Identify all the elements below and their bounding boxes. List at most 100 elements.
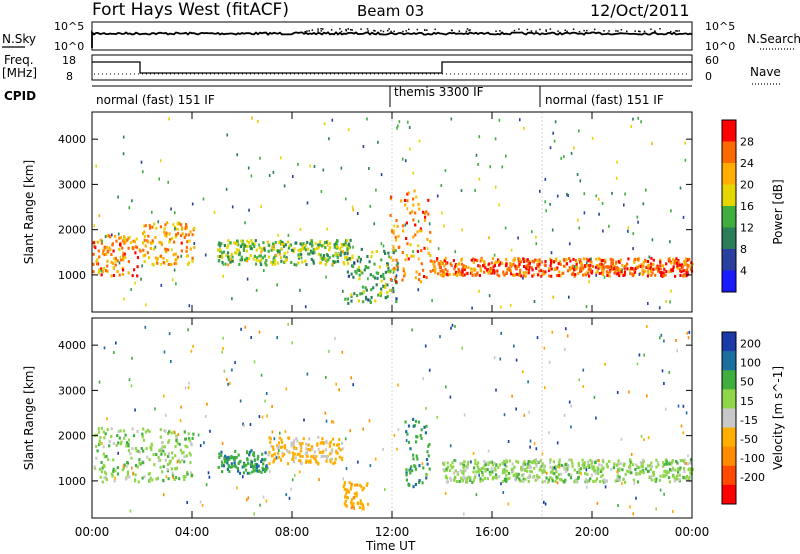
heatmap-scatter-cell: [551, 330, 554, 334]
heatmap-cell: [332, 443, 335, 447]
heatmap-scatter-cell: [222, 347, 224, 351]
heatmap-scatter-cell: [687, 336, 690, 340]
heatmap-scatter-cell: [298, 470, 301, 474]
heatmap-cell: [622, 274, 625, 277]
heatmap-cell: [254, 462, 257, 466]
heatmap-cell: [558, 462, 561, 466]
heatmap-cell: [414, 233, 417, 237]
heatmap-cell: [281, 440, 284, 444]
heatmap-cell: [218, 259, 221, 262]
colorbar-tick-label: 12: [740, 222, 754, 235]
heatmap-cell: [230, 462, 233, 466]
heatmap-cell: [287, 246, 290, 250]
heatmap-cell: [621, 468, 624, 472]
heatmap-cell: [103, 470, 107, 474]
heatmap-cell: [357, 299, 360, 303]
heatmap-cell: [657, 267, 660, 271]
heatmap-cell: [163, 227, 166, 231]
heatmap-cell: [259, 254, 262, 258]
heatmap-cell: [222, 250, 225, 254]
heatmap-cell: [148, 430, 151, 433]
heatmap-cell: [454, 475, 457, 479]
heatmap-cell: [689, 471, 692, 475]
date-title: 12/Oct/2011: [590, 1, 690, 20]
heatmap-cell: [535, 464, 538, 468]
heatmap-cell: [127, 449, 130, 453]
heatmap-scatter-cell: [632, 247, 634, 251]
heatmap-cell: [414, 276, 417, 280]
heatmap-cell: [110, 435, 113, 438]
heatmap-cell: [559, 263, 562, 266]
heatmap-scatter-cell: [550, 251, 553, 255]
heatmap-cell: [405, 237, 408, 240]
heatmap-cell: [520, 467, 523, 471]
heatmap-cell: [671, 466, 675, 470]
heatmap-cell: [460, 262, 463, 266]
colorbar-swatch: [722, 465, 736, 486]
y-tick-label: 3000: [58, 178, 86, 191]
colorbar-swatch: [722, 184, 736, 207]
heatmap-cell: [650, 478, 653, 482]
heatmap-cell: [486, 270, 489, 274]
heatmap-cell: [114, 256, 117, 260]
heatmap-cell: [436, 258, 439, 262]
heatmap-cell: [356, 501, 359, 505]
heatmap-cell: [618, 268, 621, 272]
heatmap-cell: [129, 452, 132, 456]
heatmap-cell: [160, 446, 163, 450]
heatmap-cell: [335, 241, 338, 245]
heatmap-cell: [245, 256, 248, 260]
heatmap-cell: [347, 247, 350, 251]
heatmap-cell: [412, 453, 415, 457]
heatmap-cell: [656, 461, 659, 465]
heatmap-cell: [185, 245, 189, 249]
heatmap-cell: [641, 461, 644, 465]
heatmap-cell: [485, 268, 488, 272]
heatmap-cell: [427, 251, 430, 255]
heatmap-cell: [228, 255, 231, 259]
heatmap-cell: [480, 256, 483, 260]
heatmap-cell: [363, 268, 366, 272]
heatmap-cell: [672, 265, 675, 269]
heatmap-cell: [185, 254, 188, 258]
heatmap-cell: [122, 257, 125, 261]
heatmap-scatter-cell: [463, 512, 465, 516]
y-tick-label: 2000: [58, 224, 86, 237]
heatmap-cell: [612, 262, 615, 265]
heatmap-scatter-cell: [162, 493, 165, 497]
heatmap-cell: [602, 460, 605, 464]
heatmap-scatter-cell: [165, 413, 167, 417]
heatmap-cell: [160, 441, 164, 444]
heatmap-cell: [240, 255, 243, 259]
heatmap-cell: [117, 430, 120, 433]
heatmap-cell: [668, 462, 671, 466]
heatmap-cell: [218, 241, 221, 245]
nsearch-point: [349, 29, 352, 31]
heatmap-scatter-cell: [523, 126, 525, 130]
heatmap-cell: [664, 474, 667, 478]
heatmap-cell: [151, 262, 154, 266]
heatmap-cell: [358, 277, 361, 281]
heatmap-cell: [553, 268, 557, 271]
heatmap-cell: [153, 463, 156, 467]
heatmap-scatter-cell: [303, 418, 305, 422]
colorbar-tick-label: 100: [740, 357, 761, 370]
heatmap-cell: [144, 253, 147, 257]
heatmap-cell: [299, 443, 302, 447]
heatmap-cell: [461, 479, 464, 483]
heatmap-scatter-cell: [117, 451, 119, 455]
heatmap-cell: [346, 490, 349, 493]
nsearch-point: [402, 30, 404, 33]
heatmap-cell: [665, 473, 668, 476]
heatmap-cell: [105, 478, 108, 481]
nsearch-point: [360, 28, 362, 30]
heatmap-cell: [174, 476, 178, 480]
heatmap-scatter-cell: [665, 300, 667, 303]
heatmap-cell: [551, 468, 554, 472]
heatmap-cell: [664, 273, 667, 277]
heatmap-cell: [99, 238, 102, 242]
heatmap-scatter-cell: [545, 209, 547, 213]
heatmap-cell: [340, 458, 343, 461]
heatmap-cell: [235, 251, 238, 255]
nsearch-point: [499, 30, 501, 32]
